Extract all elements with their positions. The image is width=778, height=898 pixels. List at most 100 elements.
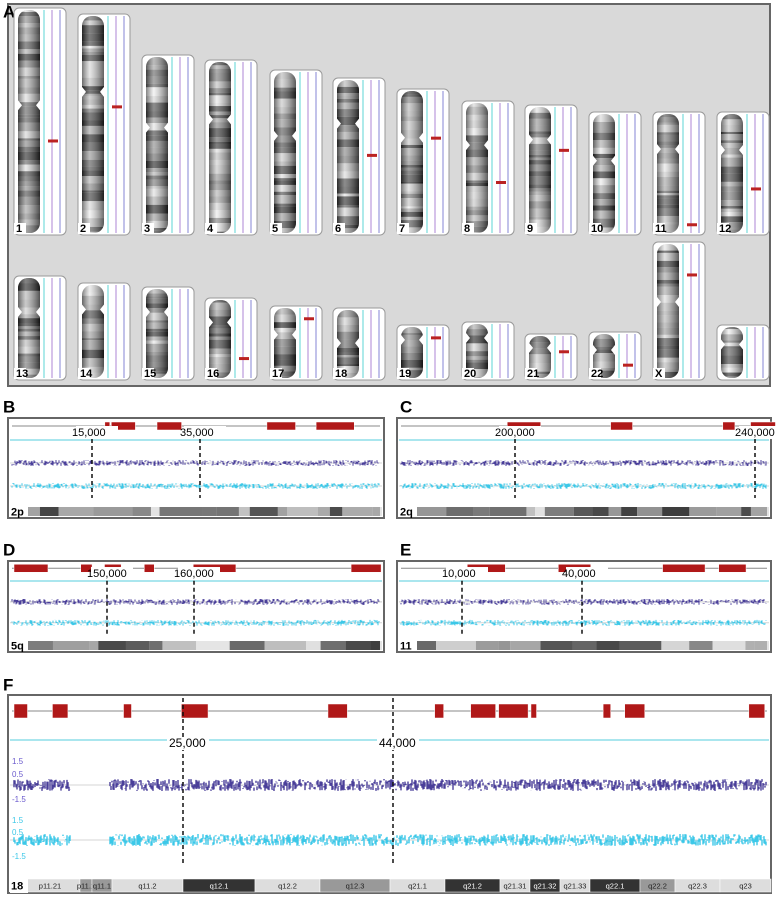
ideogram bbox=[657, 114, 679, 233]
label-bg bbox=[525, 368, 537, 379]
ideogram bbox=[82, 285, 104, 378]
shade bbox=[593, 114, 615, 233]
label-bg bbox=[205, 223, 217, 234]
chromosome-label: 6 bbox=[335, 223, 341, 235]
band bbox=[662, 507, 690, 516]
chromosome-label: 18 bbox=[335, 368, 347, 380]
band bbox=[446, 507, 474, 516]
cnv-call bbox=[431, 136, 441, 140]
band-label: q21.1 bbox=[408, 881, 427, 890]
band bbox=[716, 507, 742, 516]
band-label: q11.1 bbox=[93, 881, 111, 890]
bands bbox=[337, 80, 359, 233]
cnv-block bbox=[434, 703, 444, 719]
ideogram bbox=[209, 300, 231, 378]
position-label: 160,000 bbox=[174, 568, 214, 580]
shade bbox=[466, 103, 488, 233]
ideogram bbox=[401, 327, 423, 378]
cnv-call bbox=[304, 317, 314, 321]
axis-label: 1.5 bbox=[12, 757, 24, 766]
ideogram bbox=[337, 80, 359, 233]
log-ratio-points bbox=[13, 834, 767, 846]
position-label: 15,000 bbox=[72, 427, 106, 439]
cnv-block bbox=[610, 421, 633, 431]
shade bbox=[18, 10, 40, 233]
ideogram bbox=[401, 91, 423, 233]
cnv-call bbox=[367, 153, 377, 157]
bands bbox=[82, 16, 104, 233]
ideogram bbox=[274, 72, 296, 233]
label-bg bbox=[178, 567, 220, 581]
label-bg bbox=[270, 223, 282, 234]
band bbox=[317, 507, 330, 516]
cnv-call bbox=[559, 148, 569, 152]
band-label: q23 bbox=[739, 881, 752, 890]
bands bbox=[529, 336, 551, 378]
label-bg bbox=[76, 426, 118, 439]
ideogram bbox=[82, 16, 104, 233]
chromosome-label: 11 bbox=[400, 640, 412, 652]
log-ratio-points bbox=[400, 598, 767, 605]
ideogram bbox=[18, 278, 40, 378]
band bbox=[417, 641, 437, 650]
position-label: 200,000 bbox=[495, 427, 535, 439]
label-bg bbox=[397, 368, 409, 379]
chromosome-label: 10 bbox=[591, 223, 603, 235]
cnv-block bbox=[498, 703, 529, 719]
band bbox=[498, 641, 511, 650]
band bbox=[229, 641, 265, 650]
panel-letter: B bbox=[3, 397, 15, 416]
label-bg bbox=[653, 368, 665, 379]
chromosome-label: 4 bbox=[207, 223, 214, 235]
band-label: q21.33 bbox=[564, 881, 587, 890]
label-bg bbox=[167, 737, 209, 750]
chromosome-label: 9 bbox=[527, 223, 533, 235]
band bbox=[89, 641, 99, 650]
band bbox=[719, 878, 772, 893]
band bbox=[689, 507, 717, 516]
band-label: p11.21 bbox=[39, 881, 61, 890]
band bbox=[750, 507, 767, 516]
shade bbox=[529, 336, 551, 378]
shade bbox=[146, 289, 168, 378]
shade bbox=[82, 285, 104, 378]
ideogram bbox=[466, 103, 488, 233]
label-bg bbox=[333, 223, 345, 234]
ideogram bbox=[146, 57, 168, 233]
band bbox=[98, 641, 126, 650]
chromosome-label: 18 bbox=[11, 880, 23, 892]
bands bbox=[274, 72, 296, 233]
panel-frame bbox=[7, 694, 772, 894]
cnv-call bbox=[48, 139, 58, 143]
label-bg bbox=[589, 223, 601, 234]
cnv-call bbox=[751, 187, 761, 191]
chromosome-label: 7 bbox=[399, 223, 405, 235]
chromosome-label: 17 bbox=[272, 368, 284, 380]
shade bbox=[82, 16, 104, 233]
ideogram bbox=[146, 289, 168, 378]
cnv-block bbox=[662, 564, 706, 573]
label-bg bbox=[10, 640, 28, 651]
shade bbox=[337, 310, 359, 378]
bands bbox=[466, 324, 488, 378]
cnv-block bbox=[470, 703, 496, 719]
axis-label: 1.5 bbox=[12, 816, 24, 825]
cnv-block bbox=[181, 703, 209, 719]
cnv-block bbox=[327, 703, 348, 719]
label-bg bbox=[566, 567, 608, 581]
shade bbox=[209, 300, 231, 378]
cnv-call bbox=[687, 273, 697, 277]
log-ratio-points bbox=[400, 619, 767, 626]
label-bg bbox=[525, 223, 537, 234]
label-bg bbox=[399, 506, 417, 517]
band bbox=[475, 641, 499, 650]
shade bbox=[401, 327, 423, 378]
log-ratio-points bbox=[11, 598, 380, 605]
bands bbox=[593, 114, 615, 233]
band bbox=[372, 507, 380, 516]
label-bg bbox=[142, 223, 154, 234]
band bbox=[689, 641, 713, 650]
cnv-block bbox=[718, 564, 747, 573]
bands bbox=[146, 289, 168, 378]
label-bg bbox=[739, 426, 778, 439]
